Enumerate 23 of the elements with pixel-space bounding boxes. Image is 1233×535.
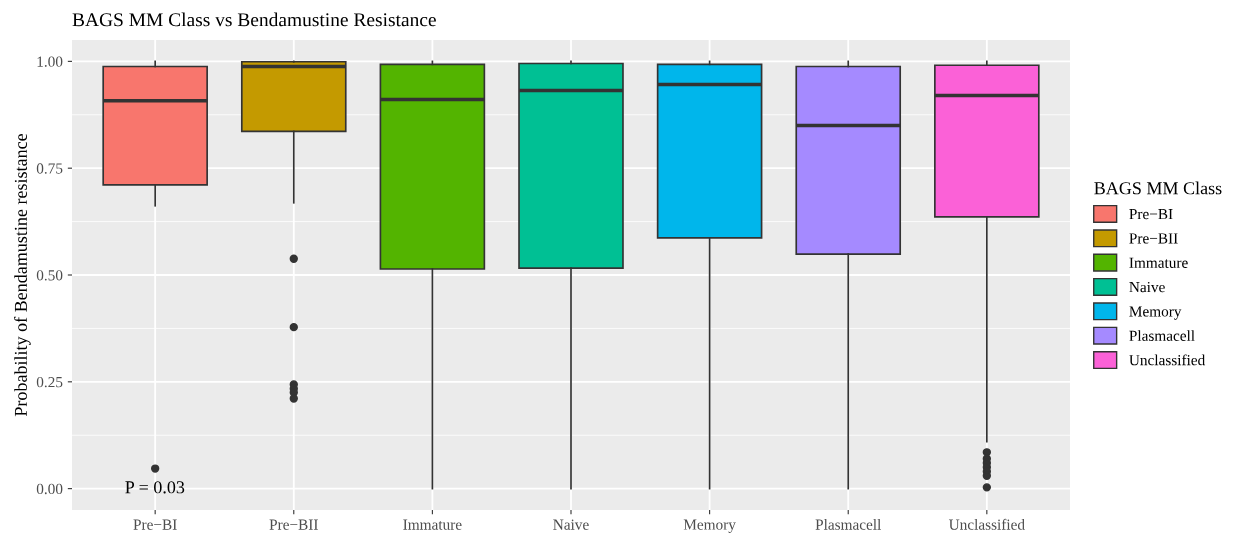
y-tick-label: 0.50: [36, 270, 63, 281]
legend-label: Naive: [1129, 281, 1165, 293]
annotation: P = 0.03: [125, 481, 185, 494]
x-tick-label: Naive: [553, 519, 589, 530]
x-tick-label: Pre−BI: [133, 519, 177, 530]
y-tick-label: 0.75: [36, 163, 63, 174]
x-tick-label: Pre−BII: [269, 519, 318, 530]
y-tick-label: 0.25: [36, 376, 63, 388]
legend-label: Unclassified: [1129, 354, 1206, 366]
legend-label: Plasmacell: [1129, 330, 1195, 341]
legend-label: Pre−BI: [1129, 209, 1173, 220]
x-tick-label: Plasmacell: [815, 519, 882, 530]
y-axis-title: Probability of Bendamustine resistance: [14, 133, 31, 417]
chart-title: BAGS MM Class vs Bendamustine Resistance: [72, 12, 436, 27]
x-tick-label: Unclassified: [948, 518, 1025, 530]
x-tick-label: Memory: [683, 519, 736, 533]
x-tick-label: Immature: [403, 519, 462, 530]
legend-label: Memory: [1129, 306, 1182, 320]
legend-title: BAGS MM Class: [1094, 181, 1222, 195]
y-tick-label: 0.00: [36, 483, 63, 495]
legend-label: Immature: [1129, 257, 1188, 268]
y-tick-label: 1.00: [37, 56, 63, 67]
legend-label: Pre−BII: [1129, 233, 1178, 244]
